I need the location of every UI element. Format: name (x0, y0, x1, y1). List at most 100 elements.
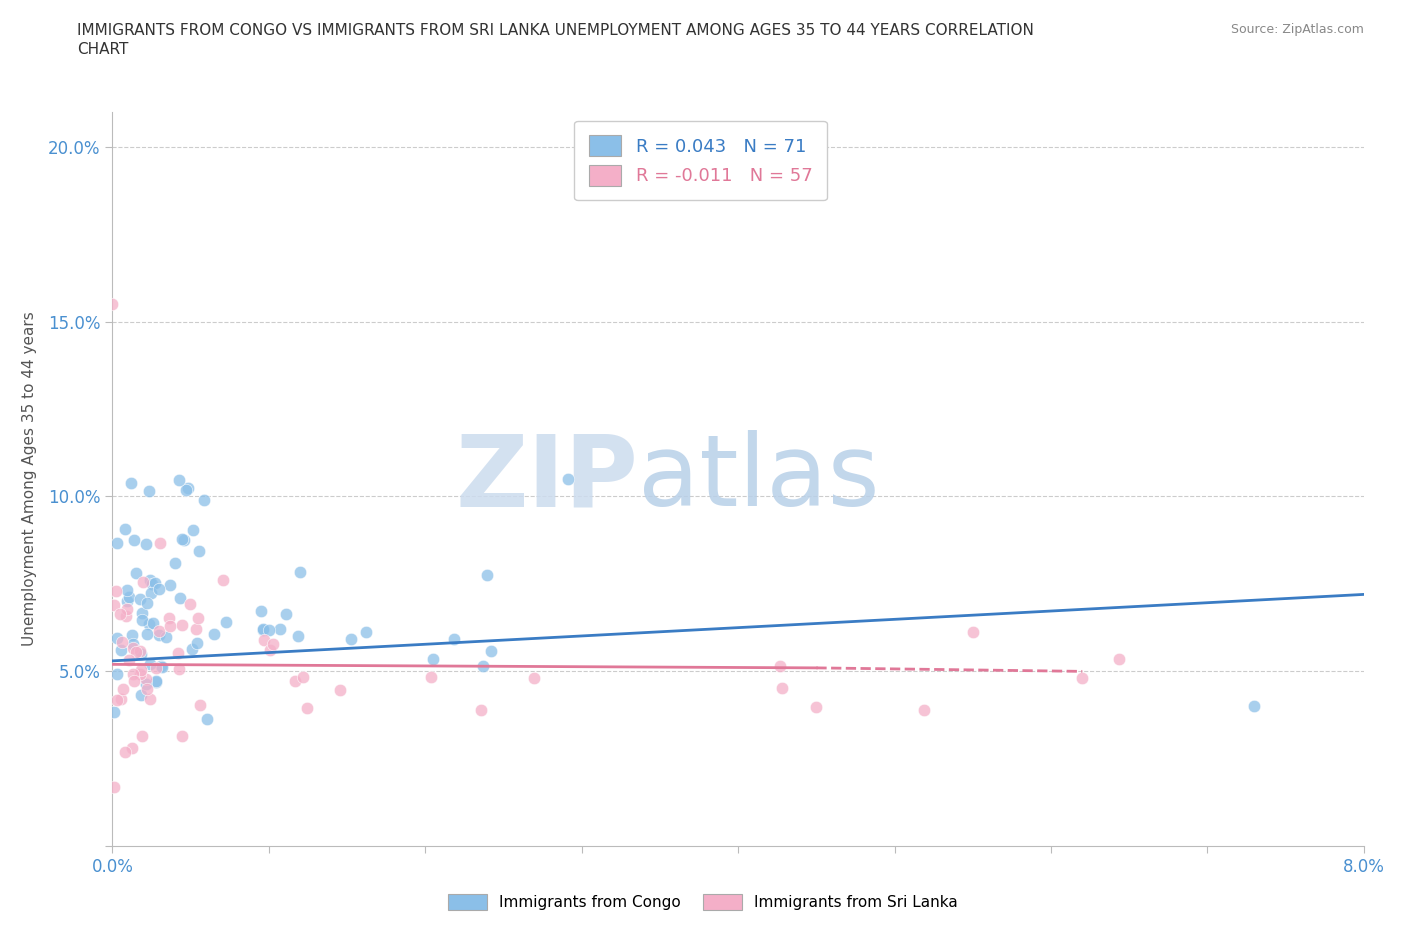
Point (193, 493, 215, 508)
Point (121, 741, 143, 756)
Point (181, 523, 204, 538)
Point (1243, 699, 1265, 714)
Point (173, 533, 195, 548)
Point (252, 622, 274, 637)
Point (912, 702, 935, 717)
Point (143, 576, 166, 591)
Point (471, 658, 494, 673)
Point (131, 605, 153, 620)
Point (131, 662, 153, 677)
Point (149, 658, 172, 673)
Point (169, 661, 191, 676)
Point (165, 556, 187, 571)
Point (110, 692, 132, 707)
Point (125, 565, 148, 580)
Point (252, 622, 274, 637)
Point (186, 635, 208, 650)
Point (112, 682, 135, 697)
Point (169, 591, 191, 605)
Point (103, 780, 125, 795)
Point (115, 583, 138, 598)
Point (108, 607, 131, 622)
Point (806, 699, 828, 714)
Point (115, 608, 138, 623)
Point (470, 702, 492, 717)
Legend: Immigrants from Congo, Immigrants from Sri Lanka: Immigrants from Congo, Immigrants from S… (440, 886, 966, 918)
Point (136, 682, 159, 697)
Legend: R = 0.043   N = 71, R = -0.011   N = 57: R = 0.043 N = 71, R = -0.011 N = 57 (574, 121, 827, 200)
Point (269, 621, 291, 636)
Point (131, 575, 153, 590)
Point (329, 683, 352, 698)
Point (103, 597, 125, 612)
Point (110, 643, 132, 658)
Point (117, 594, 139, 609)
Point (128, 591, 150, 606)
Point (115, 602, 138, 617)
Point (122, 674, 145, 689)
Point (145, 660, 167, 675)
Text: Source: ZipAtlas.com: Source: ZipAtlas.com (1230, 23, 1364, 36)
Point (139, 692, 162, 707)
Point (101, 297, 124, 312)
Text: ZIP: ZIP (456, 431, 638, 527)
Text: atlas: atlas (638, 431, 880, 527)
Point (131, 687, 153, 702)
Point (148, 582, 170, 597)
Point (131, 728, 153, 743)
Point (129, 644, 152, 658)
Point (149, 536, 172, 551)
Point (159, 578, 181, 592)
Point (288, 565, 311, 579)
Point (114, 522, 136, 537)
Point (1108, 651, 1130, 666)
Point (121, 666, 143, 681)
Point (340, 631, 363, 646)
Point (121, 641, 143, 656)
Point (419, 669, 441, 684)
Point (181, 642, 204, 657)
Point (135, 671, 157, 686)
Point (131, 612, 153, 627)
Point (475, 568, 498, 583)
Point (179, 596, 201, 611)
Point (522, 671, 544, 685)
Point (129, 646, 152, 661)
Point (274, 606, 297, 621)
Point (259, 622, 281, 637)
Point (172, 618, 194, 632)
Point (202, 626, 225, 641)
Point (103, 705, 125, 720)
Point (479, 644, 502, 658)
Point (768, 658, 790, 673)
Point (120, 475, 142, 490)
Y-axis label: Unemployment Among Ages 35 to 44 years: Unemployment Among Ages 35 to 44 years (22, 312, 37, 646)
Point (136, 596, 159, 611)
Point (284, 674, 307, 689)
Point (111, 635, 134, 650)
Point (262, 637, 284, 652)
Point (107, 631, 129, 645)
Point (1071, 671, 1094, 685)
Point (249, 604, 271, 618)
Point (121, 627, 143, 642)
Point (118, 590, 141, 604)
Point (354, 624, 377, 639)
Point (291, 670, 314, 684)
Point (121, 636, 143, 651)
Point (170, 531, 193, 546)
Text: IMMIGRANTS FROM CONGO VS IMMIGRANTS FROM SRI LANKA UNEMPLOYMENT AMONG AGES 35 TO: IMMIGRANTS FROM CONGO VS IMMIGRANTS FROM… (77, 23, 1035, 38)
Point (177, 481, 200, 496)
Point (770, 680, 793, 695)
Point (148, 623, 170, 638)
Point (114, 744, 136, 759)
Point (105, 536, 128, 551)
Point (135, 627, 157, 642)
Point (105, 667, 128, 682)
Point (141, 577, 163, 591)
Point (139, 657, 162, 671)
Point (253, 632, 276, 647)
Point (176, 483, 198, 498)
Point (128, 667, 150, 682)
Point (172, 729, 194, 744)
